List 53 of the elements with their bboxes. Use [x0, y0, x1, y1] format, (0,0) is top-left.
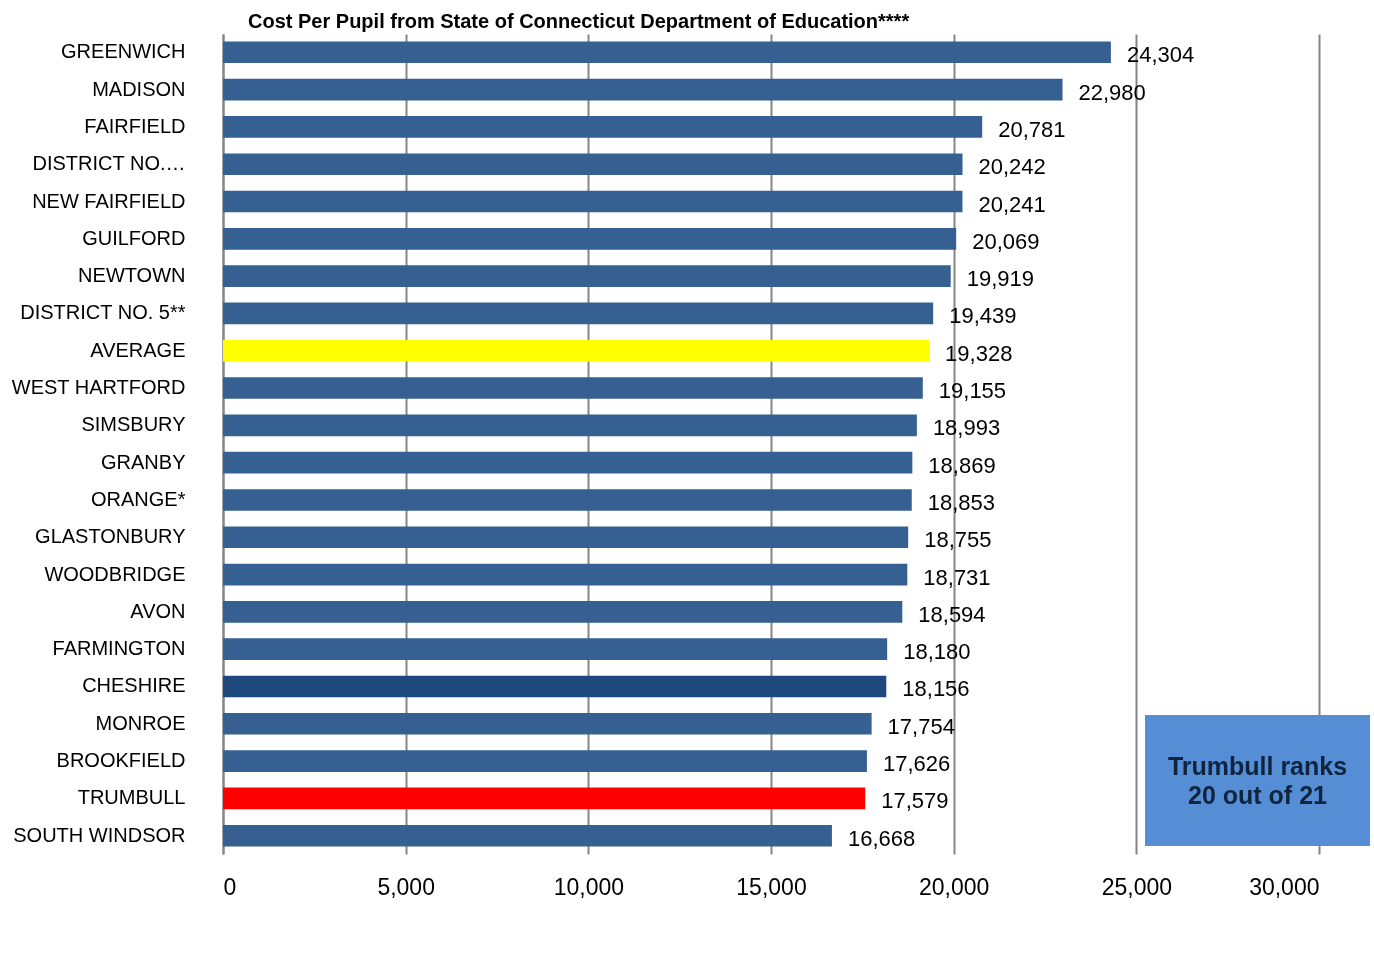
y-tick-label: NEW FAIRFIELD [32, 189, 186, 212]
y-tick-label: BROOKFIELD [56, 749, 186, 772]
data-label: 20,241 [978, 191, 1046, 217]
data-label: 18,853 [927, 489, 996, 515]
data-label: 22,980 [1078, 79, 1146, 105]
y-tick-label: WEST HARTFORD [11, 376, 186, 399]
y-tick-label: TRUMBULL [77, 786, 186, 809]
x-tick-label: 20,000 [918, 873, 990, 900]
x-tick-label: 25,000 [1101, 873, 1173, 900]
data-label: 16,668 [847, 825, 916, 851]
y-tick-label: AVERAGE [90, 338, 186, 361]
data-label: 18,869 [928, 452, 996, 478]
data-label: 20,242 [978, 154, 1046, 180]
annotation: Trumbull ranks 20 out of 21 [1166, 751, 1349, 810]
data-label: 19,328 [945, 340, 1013, 366]
y-tick-label: AVON [130, 599, 186, 622]
y-tick-label: DISTRICT NO. 5** [20, 301, 186, 324]
y-tick-label: FARMINGTON [52, 637, 186, 660]
data-label: 17,754 [887, 713, 955, 739]
y-tick-label: GLASTONBURY [35, 525, 186, 548]
y-tick-label: GREENWICH [61, 40, 186, 63]
data-label: 18,755 [924, 527, 992, 553]
x-tick-label: 0 [223, 873, 237, 900]
data-label: 19,919 [966, 266, 1034, 292]
y-tick-label: SIMSBURY [81, 413, 186, 436]
data-label: 24,304 [1126, 42, 1195, 68]
data-label: 18,156 [902, 676, 970, 702]
data-label: 18,731 [923, 564, 991, 590]
data-label: 19,155 [938, 378, 1007, 404]
x-tick-label: 5,000 [377, 873, 435, 900]
y-tick-label: CHESHIRE [82, 674, 186, 697]
data-label: 20,069 [972, 228, 1040, 254]
y-tick-label: MADISON [92, 77, 186, 100]
data-label: 18,180 [903, 639, 971, 665]
y-tick-label: ORANGE* [91, 487, 186, 510]
data-label: 18,594 [918, 601, 986, 627]
data-label: 17,579 [881, 788, 949, 814]
data-label: 18,993 [932, 415, 1001, 441]
data-label: 17,626 [882, 751, 951, 777]
data-label: 20,781 [998, 116, 1066, 142]
y-tick-label: FAIRFIELD [84, 114, 186, 137]
x-tick-label: 15,000 [736, 873, 807, 900]
y-tick-label: GRANBY [101, 450, 186, 473]
y-tick-label: SOUTH WINDSOR [13, 823, 186, 846]
y-tick-label: NEWTOWN [78, 264, 186, 287]
y-tick-label: MONROE [95, 711, 186, 734]
y-tick-label: GUILFORD [82, 226, 186, 249]
y-tick-label: WOODBRIDGE [44, 562, 186, 585]
data-label: 19,439 [949, 303, 1017, 329]
x-tick-label: 30,000 [1249, 873, 1320, 900]
chart-title: Cost Per Pupil from State of Connecticut Department of Education**** [248, 10, 910, 32]
x-tick-label: 10,000 [553, 873, 625, 900]
y-tick-label: DISTRICT NO.… [32, 152, 186, 175]
